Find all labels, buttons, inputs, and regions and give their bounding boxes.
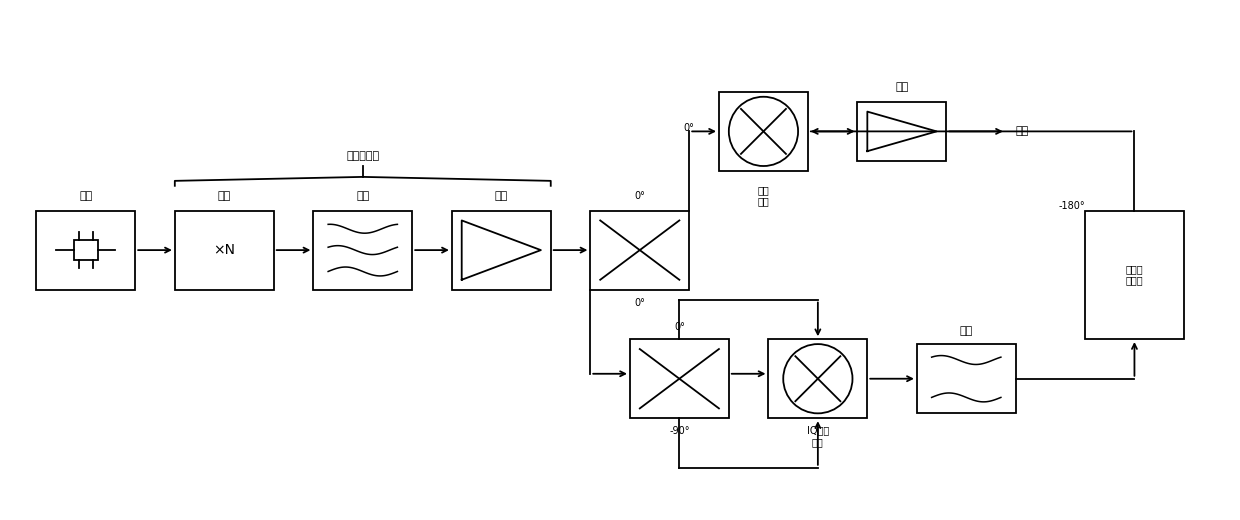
- Text: 滤波: 滤波: [960, 326, 973, 336]
- Text: 0°: 0°: [635, 297, 645, 308]
- Text: 0°: 0°: [635, 191, 645, 201]
- Text: 输出: 输出: [1016, 126, 1029, 136]
- Text: -180°: -180°: [1059, 201, 1085, 211]
- Bar: [916, 344, 1016, 413]
- Bar: [74, 240, 98, 260]
- Text: 0°: 0°: [673, 322, 684, 332]
- Text: 调制
电路: 调制 电路: [758, 185, 769, 206]
- Text: 晶振: 晶振: [79, 191, 93, 201]
- Bar: [451, 211, 551, 290]
- Bar: [314, 211, 412, 290]
- Bar: [175, 211, 274, 290]
- Bar: [590, 211, 689, 290]
- Bar: [630, 339, 729, 418]
- Text: 放大: 放大: [495, 191, 508, 201]
- Text: IQ解调
电路: IQ解调 电路: [807, 425, 830, 447]
- Text: 倍频: 倍频: [218, 191, 231, 201]
- Text: -90°: -90°: [670, 426, 689, 436]
- Text: 相位延
时电路: 相位延 时电路: [1126, 264, 1143, 285]
- Bar: [719, 92, 808, 171]
- Text: 0°: 0°: [683, 123, 694, 134]
- Text: ×N: ×N: [213, 243, 236, 257]
- Bar: [1085, 211, 1184, 339]
- Text: 滤波: 滤波: [356, 191, 370, 201]
- Bar: [36, 211, 135, 290]
- Text: 一级或多级: 一级或多级: [346, 151, 379, 161]
- Bar: [857, 102, 946, 161]
- Text: 放大: 放大: [895, 82, 909, 92]
- Bar: [769, 339, 867, 418]
